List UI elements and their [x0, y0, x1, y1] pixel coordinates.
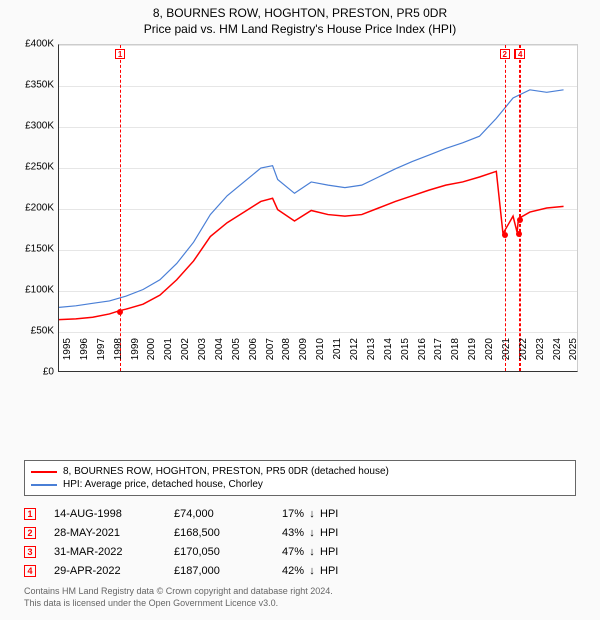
tx-pct: 42%: [264, 565, 304, 577]
x-tick-label: 2017: [433, 338, 444, 378]
tx-hpi-label: HPI: [320, 546, 350, 558]
tx-marker: 1: [24, 508, 36, 520]
x-tick-label: 2019: [467, 338, 478, 378]
y-tick-label: £0: [16, 367, 54, 378]
footer-attribution: Contains HM Land Registry data © Crown c…: [24, 586, 333, 609]
transaction-row: 3 31-MAR-2022£170,05047%↓HPI: [24, 542, 350, 561]
marker-vline: [520, 45, 521, 371]
x-tick-label: 2006: [248, 338, 259, 378]
marker-dot: [516, 231, 522, 237]
x-tick-label: 2025: [568, 338, 579, 378]
tx-marker: 4: [24, 565, 36, 577]
down-arrow-icon: ↓: [304, 546, 320, 558]
marker-box: 1: [115, 49, 125, 59]
x-tick-label: 1996: [79, 338, 90, 378]
x-tick-label: 1998: [113, 338, 124, 378]
x-tick-label: 2005: [231, 338, 242, 378]
chart-title: 8, BOURNES ROW, HOGHTON, PRESTON, PR5 0D…: [0, 0, 600, 20]
x-tick-label: 2000: [146, 338, 157, 378]
x-tick-label: 2015: [400, 338, 411, 378]
y-tick-label: £150K: [16, 244, 54, 255]
tx-price: £168,500: [174, 527, 264, 539]
legend-swatch: [31, 471, 57, 473]
marker-vline: [120, 45, 121, 371]
legend: 8, BOURNES ROW, HOGHTON, PRESTON, PR5 0D…: [24, 460, 576, 496]
legend-swatch: [31, 484, 57, 486]
y-tick-label: £200K: [16, 203, 54, 214]
x-tick-label: 2010: [315, 338, 326, 378]
down-arrow-icon: ↓: [304, 508, 320, 520]
tx-date: 28-MAY-2021: [54, 527, 174, 539]
marker-dot: [117, 309, 123, 315]
legend-item: 8, BOURNES ROW, HOGHTON, PRESTON, PR5 0D…: [31, 465, 569, 478]
y-tick-label: £100K: [16, 285, 54, 296]
y-tick-label: £350K: [16, 80, 54, 91]
tx-price: £74,000: [174, 508, 264, 520]
tx-date: 29-APR-2022: [54, 565, 174, 577]
tx-pct: 43%: [264, 527, 304, 539]
y-tick-label: £250K: [16, 162, 54, 173]
tx-pct: 17%: [264, 508, 304, 520]
legend-label: 8, BOURNES ROW, HOGHTON, PRESTON, PR5 0D…: [63, 466, 389, 477]
chart-page: { "title": "8, BOURNES ROW, HOGHTON, PRE…: [0, 0, 600, 620]
x-tick-label: 2016: [417, 338, 428, 378]
x-tick-label: 2007: [265, 338, 276, 378]
y-tick-label: £300K: [16, 121, 54, 132]
footer-line2: This data is licensed under the Open Gov…: [24, 598, 333, 610]
plot-area: 1234: [58, 44, 578, 372]
transactions-table: 114-AUG-1998£74,00017%↓HPI228-MAY-2021£1…: [24, 504, 350, 580]
transaction-row: 4 29-APR-2022£187,00042%↓HPI: [24, 561, 350, 580]
x-tick-label: 2002: [180, 338, 191, 378]
x-tick-label: 2024: [552, 338, 563, 378]
x-tick-label: 2008: [281, 338, 292, 378]
marker-box: 2: [500, 49, 510, 59]
marker-dot: [502, 232, 508, 238]
x-tick-label: 2011: [332, 338, 343, 378]
chart-subtitle: Price paid vs. HM Land Registry's House …: [0, 20, 600, 36]
x-tick-label: 2009: [298, 338, 309, 378]
tx-hpi-label: HPI: [320, 508, 350, 520]
down-arrow-icon: ↓: [304, 527, 320, 539]
tx-marker: 3: [24, 546, 36, 558]
tx-date: 14-AUG-1998: [54, 508, 174, 520]
chart-area: £0£50K£100K£150K£200K£250K£300K£350K£400…: [16, 44, 584, 414]
marker-dot: [517, 217, 523, 223]
tx-price: £170,050: [174, 546, 264, 558]
line-layer: [59, 45, 577, 371]
marker-box: 4: [515, 49, 525, 59]
tx-hpi-label: HPI: [320, 527, 350, 539]
transaction-row: 2 28-MAY-2021£168,50043%↓HPI: [24, 523, 350, 542]
tx-date: 31-MAR-2022: [54, 546, 174, 558]
legend-label: HPI: Average price, detached house, Chor…: [63, 479, 263, 490]
tx-pct: 47%: [264, 546, 304, 558]
x-tick-label: 1997: [96, 338, 107, 378]
series-line: [59, 171, 564, 319]
series-line: [59, 90, 564, 308]
x-tick-label: 2001: [163, 338, 174, 378]
tx-marker: 2: [24, 527, 36, 539]
tx-price: £187,000: [174, 565, 264, 577]
tx-hpi-label: HPI: [320, 565, 350, 577]
y-tick-label: £50K: [16, 326, 54, 337]
x-tick-label: 2020: [484, 338, 495, 378]
y-tick-label: £400K: [16, 39, 54, 50]
x-tick-label: 2014: [383, 338, 394, 378]
x-tick-label: 2013: [366, 338, 377, 378]
legend-item: HPI: Average price, detached house, Chor…: [31, 478, 569, 491]
x-tick-label: 1999: [130, 338, 141, 378]
footer-line1: Contains HM Land Registry data © Crown c…: [24, 586, 333, 598]
x-tick-label: 2012: [349, 338, 360, 378]
x-tick-label: 1995: [62, 338, 73, 378]
x-tick-label: 2022: [518, 338, 529, 378]
down-arrow-icon: ↓: [304, 565, 320, 577]
x-tick-label: 2018: [450, 338, 461, 378]
transaction-row: 1 14-AUG-1998£74,00017%↓HPI: [24, 504, 350, 523]
x-tick-label: 2003: [197, 338, 208, 378]
marker-vline: [505, 45, 506, 371]
x-tick-label: 2023: [535, 338, 546, 378]
x-tick-label: 2004: [214, 338, 225, 378]
x-tick-label: 2021: [501, 338, 512, 378]
